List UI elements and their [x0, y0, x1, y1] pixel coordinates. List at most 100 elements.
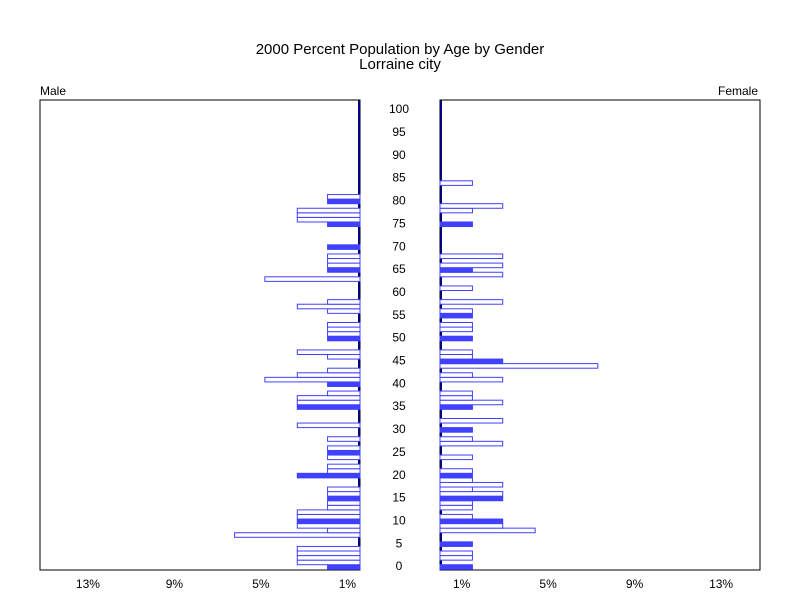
bar — [439, 326, 473, 333]
bar — [439, 550, 473, 557]
bar — [439, 207, 473, 214]
age-label: 100 — [389, 102, 409, 116]
x-tick-label: 9% — [626, 577, 644, 591]
bar — [296, 349, 361, 355]
bar — [327, 454, 361, 461]
bar — [296, 559, 361, 566]
age-label: 85 — [392, 171, 406, 185]
bar — [327, 390, 361, 397]
bar — [296, 216, 361, 223]
age-label: 40 — [392, 376, 406, 390]
bar — [327, 500, 361, 506]
age-label: 90 — [392, 148, 406, 162]
bar — [439, 486, 473, 493]
age-label: 25 — [392, 445, 406, 459]
age-label: 45 — [392, 354, 406, 368]
bar — [327, 504, 361, 511]
bar — [296, 513, 361, 520]
bar — [439, 436, 473, 442]
bar — [439, 285, 473, 292]
x-tick-label: 1% — [453, 577, 471, 591]
bar — [439, 312, 473, 319]
bar — [327, 564, 361, 570]
bar — [296, 422, 361, 429]
x-tick-label: 13% — [709, 577, 733, 591]
bar — [439, 472, 473, 479]
legend-female: Female — [718, 84, 758, 98]
x-tick-label: 5% — [539, 577, 557, 591]
bar — [439, 221, 473, 228]
x-tick-label: 1% — [339, 577, 357, 591]
bar — [439, 564, 473, 570]
bar — [327, 335, 361, 342]
bar — [439, 358, 504, 365]
bar — [439, 491, 504, 497]
bar — [327, 267, 361, 273]
age-label: 75 — [392, 216, 406, 230]
bar — [439, 203, 504, 209]
bar — [327, 253, 361, 260]
chart-subtitle: Lorraine city — [359, 56, 441, 73]
bar — [327, 491, 361, 497]
bar — [439, 454, 473, 461]
x-tick-label: 9% — [166, 577, 184, 591]
bar — [296, 404, 361, 410]
age-label: 35 — [392, 399, 406, 413]
age-label: 80 — [392, 194, 406, 208]
bar — [439, 504, 473, 511]
bar — [296, 399, 361, 406]
bar — [327, 436, 361, 442]
bar — [439, 271, 504, 278]
bar — [327, 198, 361, 205]
bar — [439, 404, 473, 410]
bar — [439, 262, 504, 269]
bar — [439, 523, 504, 529]
bar — [234, 532, 361, 538]
x-tick-label: 5% — [252, 577, 270, 591]
bar — [327, 527, 361, 534]
bar — [439, 353, 473, 360]
bar — [439, 541, 473, 547]
bar — [296, 372, 361, 378]
age-label: 65 — [392, 262, 406, 276]
age-label: 30 — [392, 422, 406, 436]
bar — [327, 463, 361, 470]
bar — [296, 509, 361, 515]
bar — [439, 495, 504, 502]
bar — [439, 322, 473, 328]
legend-male: Male — [40, 84, 66, 98]
bar — [439, 427, 473, 433]
bar — [327, 326, 361, 333]
bar — [327, 331, 361, 337]
bar — [439, 555, 473, 561]
bar — [439, 481, 504, 488]
bar — [296, 207, 361, 214]
bar — [327, 468, 361, 474]
bar — [296, 472, 361, 479]
bar — [439, 395, 473, 401]
bar — [439, 299, 504, 305]
bar — [327, 495, 361, 502]
bar — [439, 308, 473, 314]
bar — [296, 303, 361, 310]
age-label: 55 — [392, 308, 406, 322]
bar — [439, 513, 473, 520]
bar — [439, 468, 473, 474]
bar — [439, 527, 536, 534]
age-label: 5 — [396, 536, 403, 550]
bar — [327, 258, 361, 264]
bar — [439, 417, 504, 424]
bar — [327, 445, 361, 451]
bar — [327, 244, 361, 250]
chart-title: 2000 Percent Population by Age by Gender — [256, 41, 545, 58]
bar — [327, 194, 361, 200]
bar — [439, 363, 599, 369]
bar — [327, 367, 361, 374]
bar — [327, 353, 361, 360]
bar — [327, 221, 361, 228]
bar — [327, 486, 361, 493]
bar — [327, 262, 361, 269]
bar — [439, 518, 504, 525]
